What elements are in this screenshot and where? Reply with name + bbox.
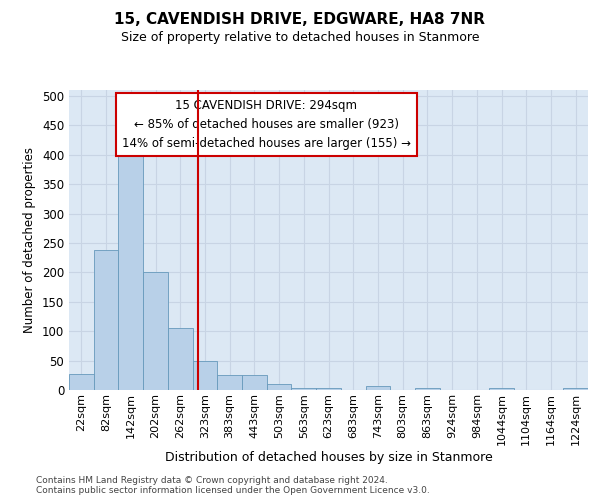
Text: 15, CAVENDISH DRIVE, EDGWARE, HA8 7NR: 15, CAVENDISH DRIVE, EDGWARE, HA8 7NR bbox=[115, 12, 485, 28]
Bar bbox=[267, 384, 292, 390]
Bar bbox=[143, 272, 168, 390]
Text: 15 CAVENDISH DRIVE: 294sqm
← 85% of detached houses are smaller (923)
14% of sem: 15 CAVENDISH DRIVE: 294sqm ← 85% of deta… bbox=[122, 99, 411, 150]
Bar bbox=[94, 250, 118, 390]
Bar bbox=[168, 328, 193, 390]
Bar bbox=[415, 388, 440, 390]
Bar bbox=[563, 388, 588, 390]
Bar bbox=[217, 376, 242, 390]
Y-axis label: Number of detached properties: Number of detached properties bbox=[23, 147, 37, 333]
Text: Distribution of detached houses by size in Stanmore: Distribution of detached houses by size … bbox=[165, 451, 493, 464]
Bar bbox=[69, 374, 94, 390]
Bar bbox=[242, 376, 267, 390]
Bar bbox=[193, 360, 217, 390]
Bar bbox=[365, 386, 390, 390]
Text: Contains public sector information licensed under the Open Government Licence v3: Contains public sector information licen… bbox=[36, 486, 430, 495]
Bar bbox=[489, 388, 514, 390]
Text: Contains HM Land Registry data © Crown copyright and database right 2024.: Contains HM Land Registry data © Crown c… bbox=[36, 476, 388, 485]
Bar bbox=[292, 388, 316, 390]
Bar bbox=[316, 388, 341, 390]
Bar bbox=[118, 152, 143, 390]
Text: Size of property relative to detached houses in Stanmore: Size of property relative to detached ho… bbox=[121, 31, 479, 44]
